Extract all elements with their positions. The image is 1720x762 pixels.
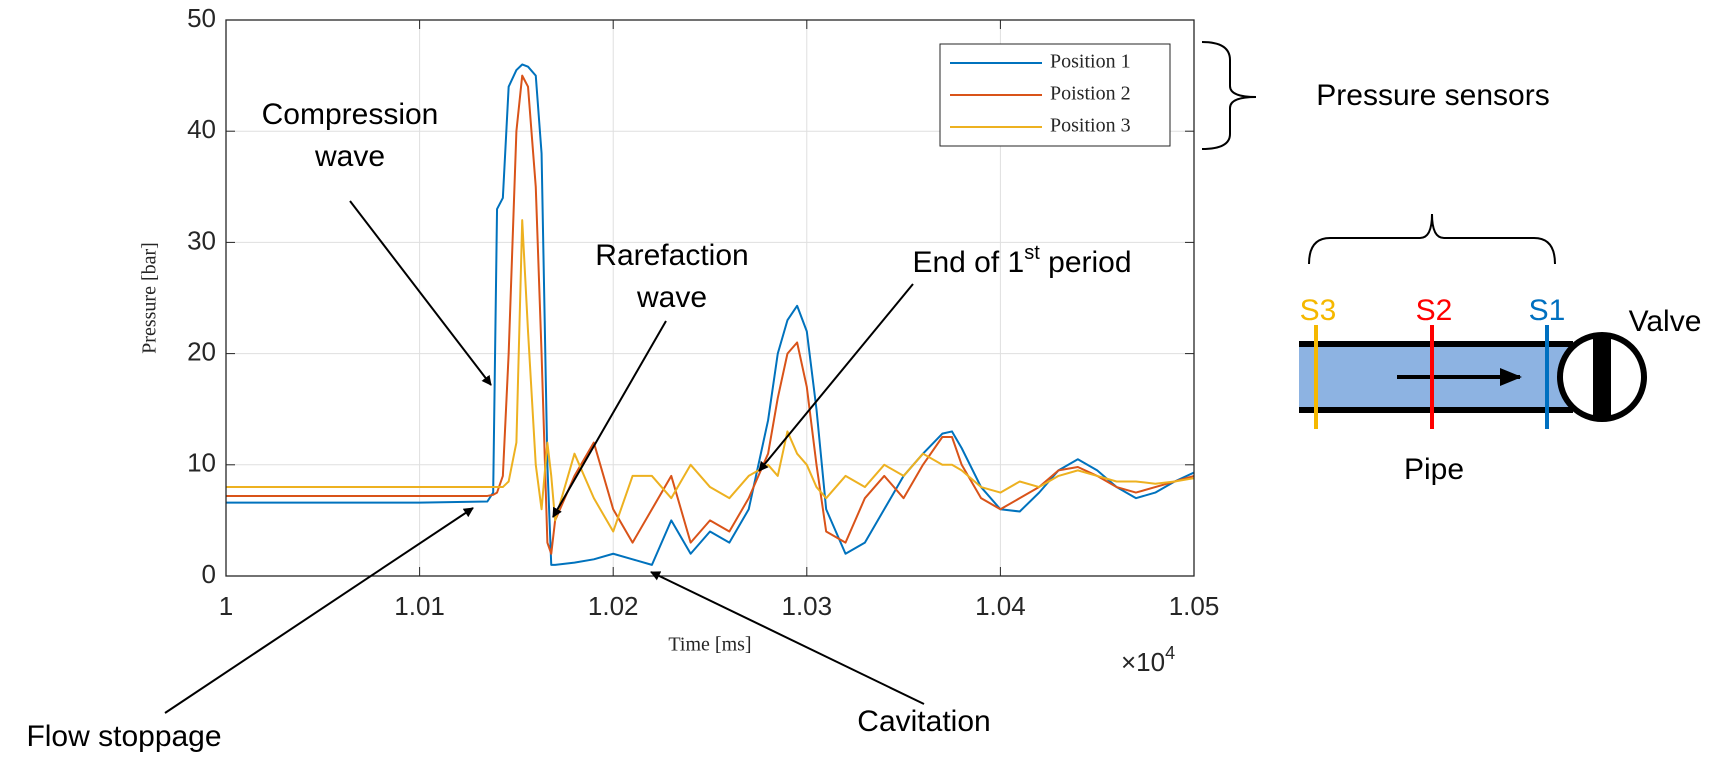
y-tick-label: 50 [187,3,216,33]
y-tick-label: 20 [187,336,216,366]
annotation: Cavitation [857,705,990,738]
valve-gate [1593,336,1611,418]
annotation: Flow stoppage [26,720,221,753]
x-tick-label: 1.05 [1169,591,1220,621]
annotation-arrow [650,571,925,705]
axes-box [225,19,1195,577]
sensors-label: Pressure sensors [1316,79,1549,112]
annotation: End of 1st period [912,242,1131,279]
annotation: Rarefaction [595,239,748,272]
annotation-text: End of 1 [912,246,1024,279]
diagram: Pressure sensors S3 S2 S1 Valve Pipe [1201,41,1702,486]
annotation: wave [314,140,385,173]
legend-label: Poistion 2 [1050,83,1131,105]
annotation-arrow [349,200,492,386]
annotation-arrow [164,507,474,714]
x-tick-label: 1.04 [975,591,1026,621]
x-tick-label: 1.03 [781,591,832,621]
x-tick-label: 1 [219,591,233,621]
x-multiplier: ×104 [1121,643,1175,677]
sensor-label: S1 [1529,294,1566,327]
x-multiplier-exponent: 4 [1165,643,1175,663]
y-tick-label: 0 [202,559,216,589]
y-tick-label: 40 [187,114,216,144]
series-line [226,63,1195,566]
x-tick-label: 1.02 [588,591,639,621]
plot-area: 0 10 20 30 40 50 1 1.01 1.02 1.03 1.04 1.05 Time [ms… [139,3,1220,677]
brace [1308,213,1556,265]
sensor-label: S3 [1300,294,1337,327]
y-axis-label: Pressure [bar] [139,242,161,354]
y-tick-label: 10 [187,448,216,478]
annotation: Compression [262,98,439,131]
pipe-label: Pipe [1404,453,1464,486]
series-line [226,74,1195,555]
annotation: wave [636,281,707,314]
annotation-arrow [552,320,667,518]
annotation-text: period [1040,246,1132,279]
legend-label: Position 3 [1050,115,1131,137]
x-multiplier-base: ×10 [1121,647,1165,677]
annotation-superscript: st [1024,242,1040,264]
bracket [1201,41,1257,150]
sensor-label: S2 [1416,294,1453,327]
y-tick-label: 30 [187,225,216,255]
legend-label: Position 1 [1050,51,1131,73]
series-line [226,219,1195,533]
x-axis-label: Time [ms] [668,634,751,656]
valve-label: Valve [1629,305,1702,338]
x-tick-label: 1.01 [394,591,445,621]
annotation-arrow [758,283,914,472]
